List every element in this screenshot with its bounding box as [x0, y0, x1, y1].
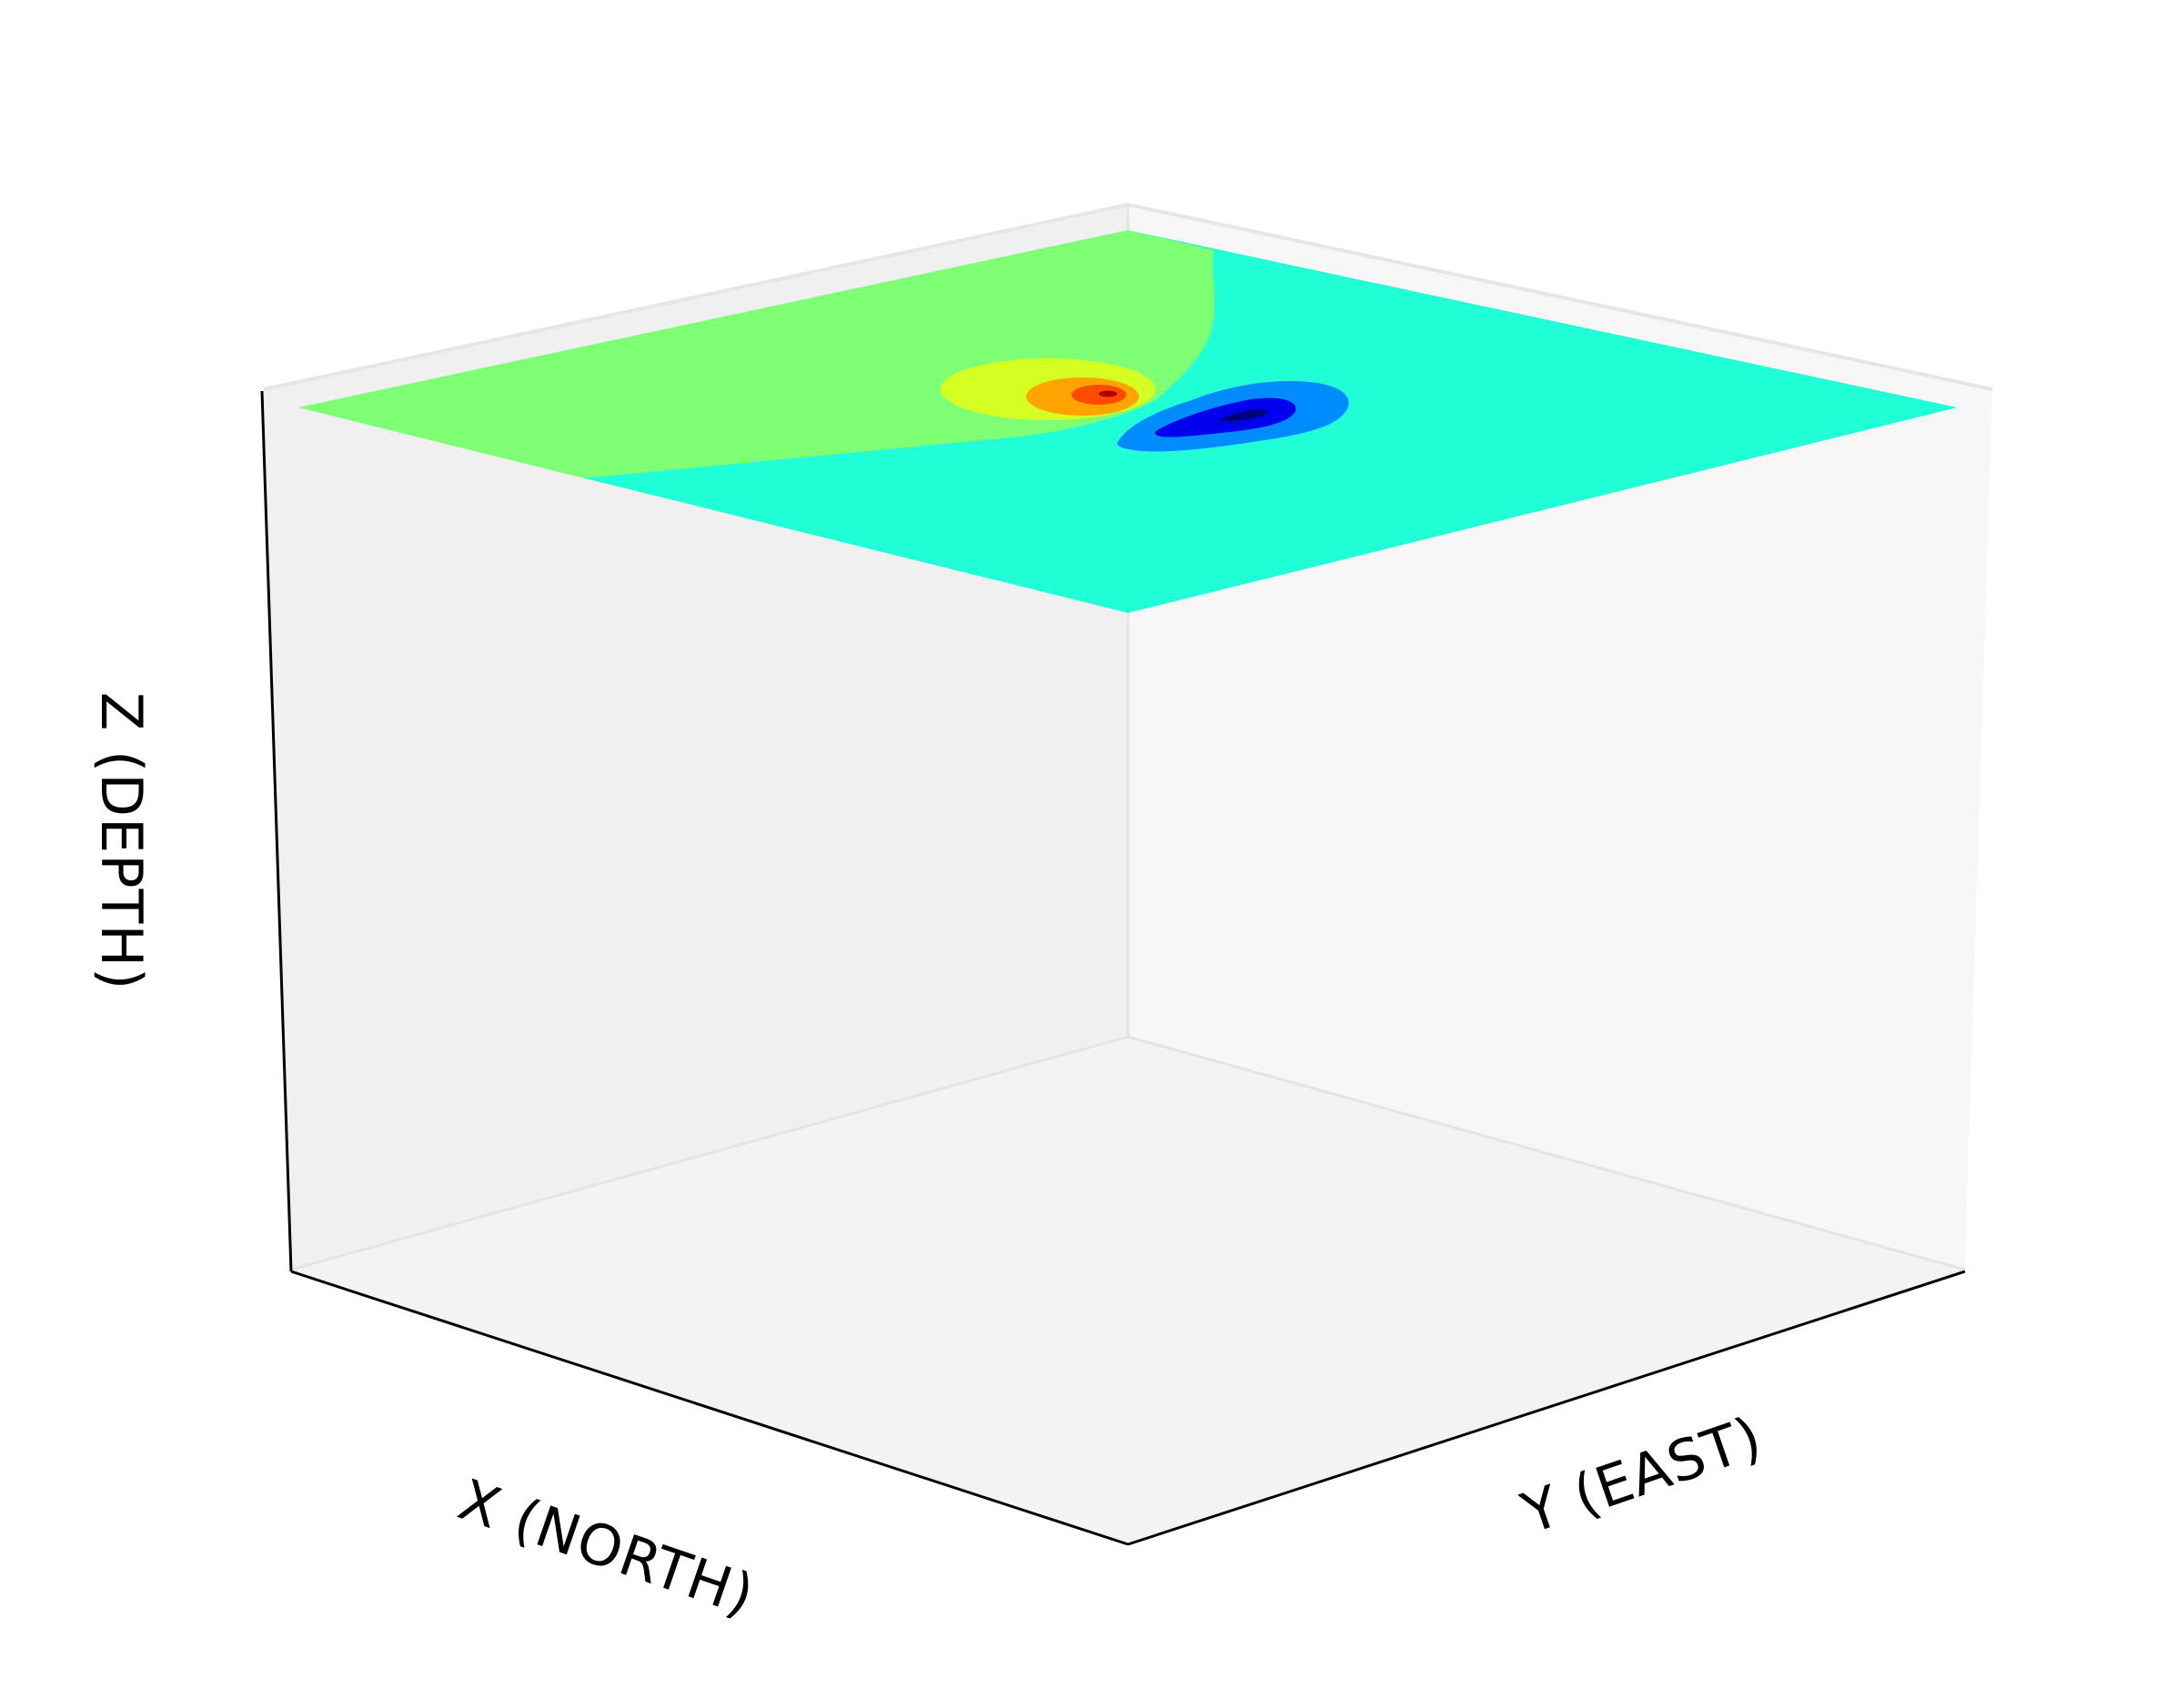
- positive-anomaly: [941, 358, 1155, 420]
- negative-anomaly: [1117, 380, 1349, 452]
- z-axis-label: Z (DEPTH): [88, 692, 155, 990]
- floor-pane: [291, 1037, 1965, 1542]
- x-axis-label: X (NORTH): [450, 1466, 762, 1629]
- positive-contour-level-3: [1072, 385, 1126, 405]
- surface-plot: [298, 230, 1958, 613]
- axis-lines: [260, 390, 1966, 1546]
- y-axis-label: Y (EAST): [1513, 1403, 1770, 1547]
- z-axis-line: [260, 390, 293, 1272]
- negative-contour-level-3: [1220, 409, 1268, 422]
- pane-edge-floor: [290, 1035, 1966, 1271]
- surface-green-region: [298, 230, 1215, 478]
- y-axis-line: [1127, 1270, 1966, 1546]
- x-axis-line: [290, 1270, 1129, 1546]
- positive-contour-level-4: [1099, 390, 1117, 397]
